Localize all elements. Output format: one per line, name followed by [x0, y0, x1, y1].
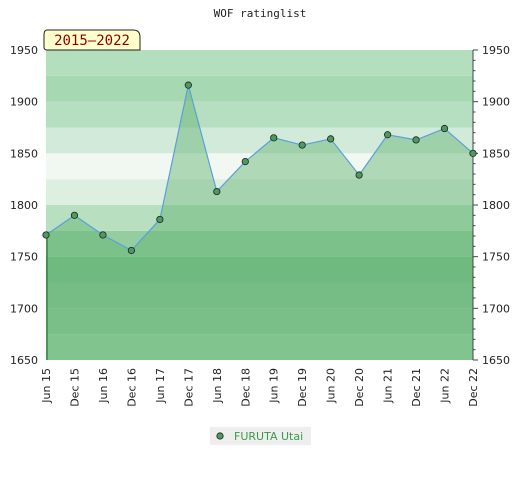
data-point-0 [42, 231, 50, 239]
y-tick-label-right: 1700 [482, 302, 510, 315]
x-tick-label: Dec 16 [125, 368, 138, 407]
data-point-11 [355, 171, 363, 179]
x-tick-label: Dec 22 [467, 368, 480, 407]
data-point-14 [440, 124, 449, 133]
badge-label: 2015–2022 [54, 33, 130, 49]
band-1700 [46, 282, 473, 309]
band-1875 [46, 101, 473, 128]
y-tick-label-left: 1900 [10, 96, 38, 109]
x-tick-label: Jun 16 [97, 368, 110, 404]
y-tick-label-right: 1750 [482, 251, 510, 264]
data-point-9 [298, 141, 306, 149]
y-tick-label-left: 1650 [10, 354, 38, 367]
band-1775 [46, 205, 473, 231]
area-layer [46, 85, 473, 360]
legend: FURUTA Utai [210, 427, 311, 445]
x-tick-label: Jun 17 [154, 368, 167, 404]
legend-box [210, 427, 311, 445]
background-bands [46, 50, 473, 360]
badge-box [43, 29, 141, 51]
x-tick-label: Jun 18 [211, 368, 224, 404]
x-tick-label: Jun 15 [40, 368, 53, 404]
data-point-15 [469, 149, 477, 157]
y-tick-label-left: 1950 [10, 44, 38, 57]
series-line [45, 84, 474, 252]
period-badge: 2015–2022 [43, 29, 141, 51]
data-point-13 [412, 136, 420, 144]
x-tick-label: Dec 18 [239, 368, 252, 407]
x-tick-label: Jun 20 [325, 368, 338, 404]
y-tick-label-left: 1800 [10, 199, 38, 212]
data-point-7 [241, 158, 249, 166]
legend-label: FURUTA Utai [234, 430, 303, 443]
x-tick-label: Dec 15 [68, 368, 81, 407]
band-1925 [46, 50, 473, 76]
band-1825 [46, 153, 473, 180]
x-tick-label: Dec 17 [182, 368, 195, 407]
chart-title: WOF ratinglist [214, 7, 307, 20]
y-tick-label-left: 1750 [10, 251, 38, 264]
data-point-8 [270, 134, 278, 142]
data-point-3 [127, 246, 135, 255]
y-tick-labels: 1650 1650 1700 1700 1750 1750 1800 1800 1850 1850… [10, 44, 510, 367]
series-area [46, 85, 473, 360]
y-tick-label-right: 1950 [482, 44, 510, 57]
data-points [42, 81, 477, 255]
legend-marker [216, 432, 224, 440]
band-1750 [46, 230, 473, 257]
x-tick-labels: Jun 15 Dec 15 Jun 16 Dec 16 Jun 17 Dec 17 Jun … [40, 368, 480, 407]
data-point-2 [99, 231, 107, 239]
data-point-1 [70, 211, 79, 219]
x-tick-label: Jun 19 [268, 368, 281, 404]
band-1900 [46, 75, 473, 102]
band-1800 [46, 179, 473, 205]
y-tick-label-right: 1650 [482, 354, 510, 367]
band-1675 [46, 308, 473, 335]
series-line-layer [45, 84, 474, 252]
x-tick-label: Dec 19 [296, 368, 309, 407]
band-1725 [46, 256, 473, 283]
data-point-12 [383, 131, 392, 139]
axes [46, 49, 478, 361]
y-tick-label-left: 1700 [10, 302, 38, 315]
y-tick-label-right: 1800 [482, 199, 510, 212]
x-tick-label: Jun 21 [382, 368, 395, 404]
data-point-4 [156, 215, 164, 224]
y-tick-label-right: 1900 [482, 96, 510, 109]
data-point-5 [184, 81, 192, 89]
y-tick-label-right: 1850 [482, 147, 510, 160]
x-tick-label: Jun 22 [439, 368, 452, 404]
band-1650 [46, 334, 473, 360]
x-tick-label: Dec 21 [410, 368, 423, 407]
data-point-6 [213, 187, 221, 196]
y-tick-label-left: 1850 [10, 147, 38, 160]
data-point-10 [327, 135, 335, 143]
x-tick-label: Dec 20 [353, 368, 366, 407]
